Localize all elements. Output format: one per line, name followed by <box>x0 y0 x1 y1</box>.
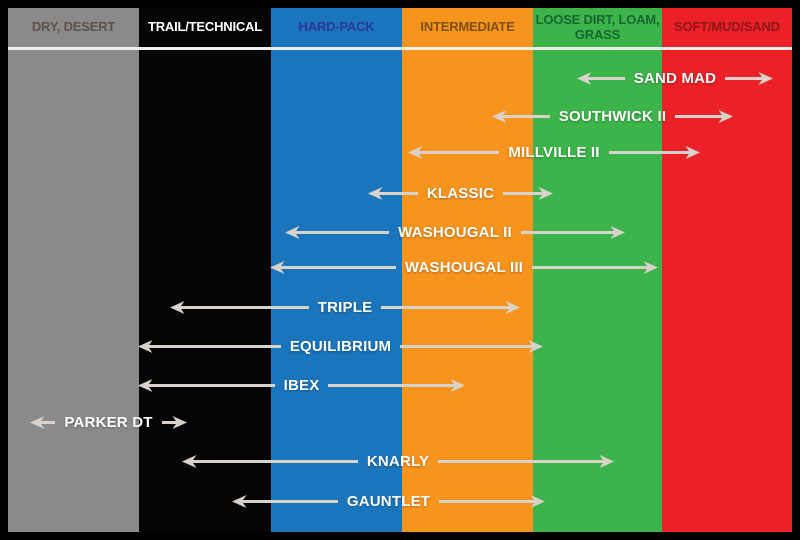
tire-name-label: MILLVILLE II <box>508 143 600 161</box>
tire-name-label: SOUTHWICK II <box>558 107 667 125</box>
arrow-line <box>148 383 275 387</box>
arrow-left-icon <box>368 186 383 200</box>
tire-name-label: WASHOUGAL II <box>398 223 512 241</box>
terrain-column-dry-desert: DRY, DESERT <box>8 8 139 532</box>
arrow-line <box>520 230 616 234</box>
arrow-line <box>608 150 690 154</box>
arrow-left-icon <box>182 454 197 468</box>
arrow-line <box>725 76 763 80</box>
arrow-line <box>675 114 723 118</box>
arrow-line <box>148 344 281 348</box>
column-header-label: LOOSE DIRT, LOAM, GRASS <box>535 11 660 42</box>
tire-range-row: WASHOUGAL II <box>285 222 626 242</box>
arrow-line <box>381 305 511 309</box>
arrow-left-icon <box>270 260 285 274</box>
arrow-line <box>328 383 455 387</box>
terrain-column-trail-technical: TRAIL/TECHNICAL <box>139 8 271 532</box>
arrow-line <box>180 305 309 309</box>
arrow-left-icon <box>138 339 153 353</box>
tire-range-row: MILLVILLE II <box>408 142 700 162</box>
tire-name-label: SAND MAD <box>633 69 717 87</box>
terrain-column-soft-mud-sand: SOFT/MUD/SAND <box>662 8 792 532</box>
arrow-left-icon <box>285 225 300 239</box>
tire-name-label: KLASSIC <box>426 184 495 202</box>
arrow-line <box>587 76 625 80</box>
arrow-line <box>503 191 543 195</box>
tire-name-label: KNARLY <box>366 452 430 470</box>
tire-range-row: SAND MAD <box>577 68 773 88</box>
arrow-left-icon <box>170 300 185 314</box>
arrow-right-icon <box>718 109 733 123</box>
arrow-right-icon <box>599 454 615 468</box>
arrow-left-icon <box>232 494 247 508</box>
column-header-label: INTERMEDIATE <box>420 19 515 35</box>
arrow-right-icon <box>530 494 546 508</box>
tire-range-row: KLASSIC <box>368 183 553 203</box>
column-header-label: TRAIL/TECHNICAL <box>148 19 262 35</box>
arrow-right-icon <box>528 339 543 353</box>
tire-range-row: IBEX <box>138 375 465 395</box>
arrow-line <box>40 420 56 424</box>
arrow-right-icon <box>172 415 188 429</box>
arrow-line <box>400 344 533 348</box>
tire-name-label: IBEX <box>283 376 320 394</box>
tire-range-row: KNARLY <box>182 451 615 471</box>
terrain-column-hard-pack: HARD-PACK <box>271 8 402 532</box>
arrow-line <box>532 265 649 269</box>
arrow-right-icon <box>643 260 659 274</box>
arrow-line <box>438 459 605 463</box>
header-separator-line <box>8 47 792 50</box>
tire-range-row: GAUNTLET <box>232 491 546 511</box>
arrow-line <box>280 265 396 269</box>
arrow-left-icon <box>30 415 45 429</box>
arrow-right-icon <box>538 186 553 200</box>
terrain-column-loose-dirt-loam-grass: LOOSE DIRT, LOAM, GRASS <box>533 8 662 532</box>
arrow-right-icon <box>610 225 626 239</box>
tire-range-row: SOUTHWICK II <box>492 106 733 126</box>
arrow-right-icon <box>505 300 521 314</box>
arrow-left-icon <box>138 378 153 392</box>
tire-name-label: EQUILIBRIUM <box>289 337 392 355</box>
arrow-line <box>192 459 358 463</box>
arrow-line <box>502 114 550 118</box>
arrow-line <box>418 150 500 154</box>
tire-range-row: TRIPLE <box>170 297 521 317</box>
arrow-line <box>439 499 536 503</box>
tire-range-row: WASHOUGAL III <box>270 257 659 277</box>
arrow-left-icon <box>577 71 592 85</box>
tire-name-label: PARKER DT <box>64 413 153 431</box>
column-header-label: HARD-PACK <box>298 19 375 35</box>
tire-range-row: EQUILIBRIUM <box>138 336 543 356</box>
arrow-right-icon <box>758 71 773 85</box>
tire-name-label: TRIPLE <box>317 298 373 316</box>
tire-name-label: WASHOUGAL III <box>404 258 524 276</box>
arrow-right-icon <box>685 145 700 159</box>
column-header-label: SOFT/MUD/SAND <box>674 19 780 35</box>
tire-range-row: PARKER DT <box>30 412 188 432</box>
terrain-column-intermediate: INTERMEDIATE <box>402 8 533 532</box>
arrow-line <box>161 420 178 424</box>
column-header-label: DRY, DESERT <box>31 19 116 35</box>
chart-board: DRY, DESERT TRAIL/TECHNICAL HARD-PACK INTER… <box>8 8 792 532</box>
arrow-left-icon <box>408 145 423 159</box>
arrow-left-icon <box>492 109 507 123</box>
tire-name-label: GAUNTLET <box>346 492 431 510</box>
arrow-right-icon <box>450 378 465 392</box>
arrow-line <box>295 230 390 234</box>
arrow-line <box>378 191 418 195</box>
arrow-line <box>242 499 338 503</box>
